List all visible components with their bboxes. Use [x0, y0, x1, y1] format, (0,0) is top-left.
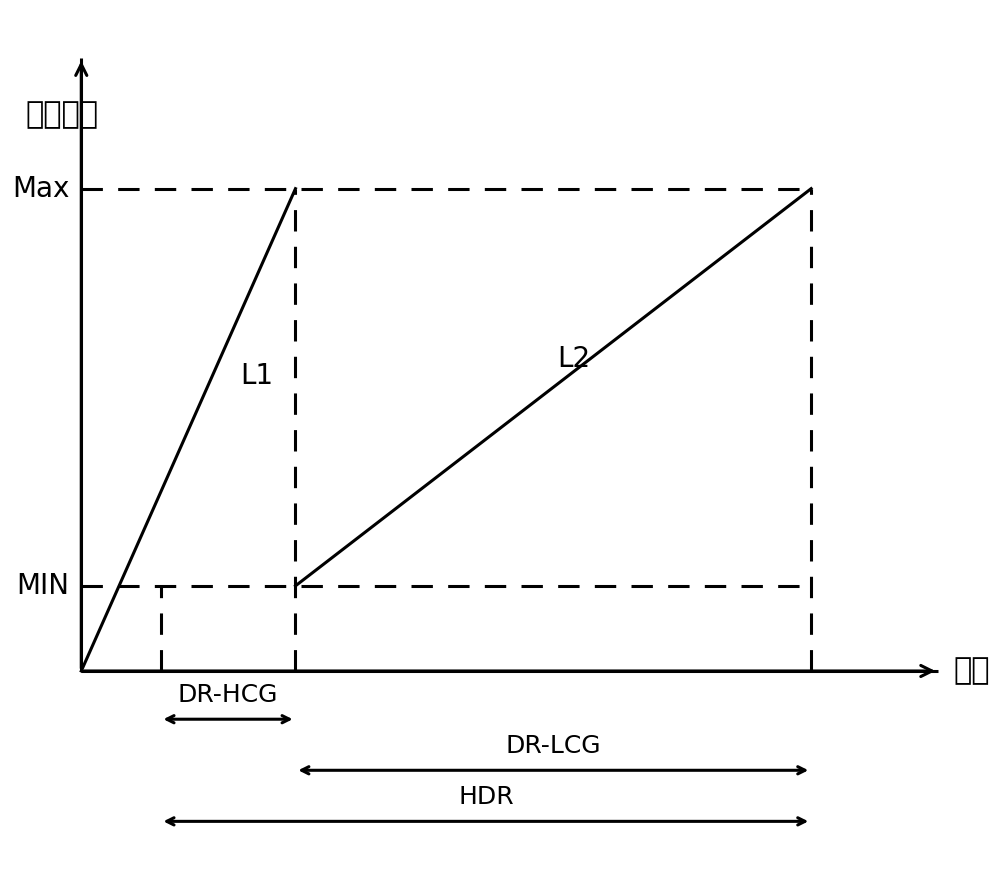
Text: MIN: MIN [16, 572, 69, 600]
Text: L1: L1 [240, 362, 273, 390]
Text: L2: L2 [557, 345, 590, 373]
Text: HDR: HDR [458, 785, 514, 809]
Text: DR-HCG: DR-HCG [178, 683, 278, 707]
Text: 转换增益: 转换增益 [26, 100, 99, 130]
Text: Max: Max [12, 175, 69, 202]
Text: 光强: 光强 [954, 656, 990, 686]
Text: DR-LCG: DR-LCG [506, 733, 601, 757]
